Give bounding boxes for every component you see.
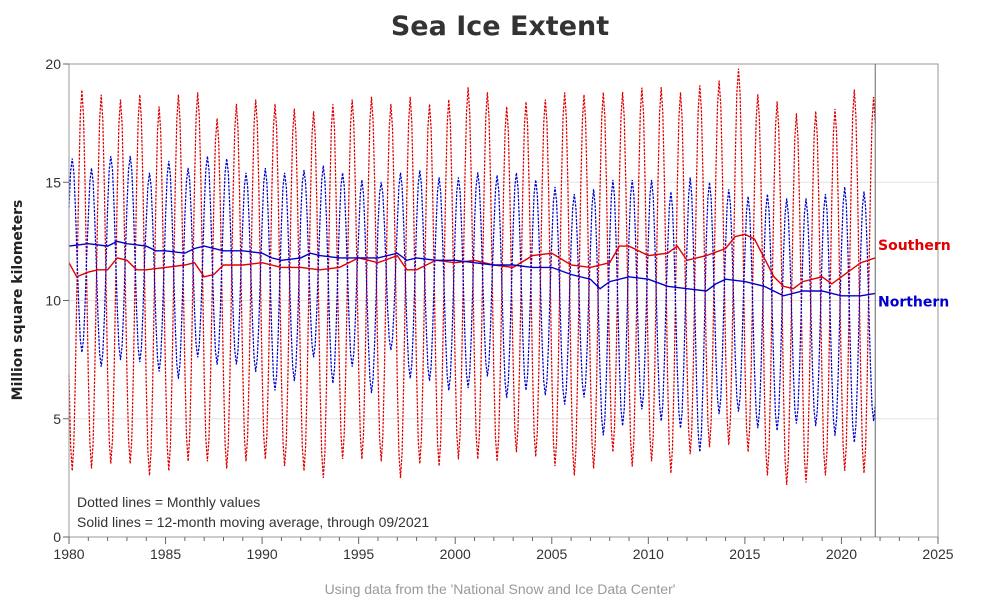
y-tick-label: 15 (45, 174, 61, 190)
southern-monthly-line (68, 68, 876, 486)
source-note: Using data from the 'National Snow and I… (325, 581, 676, 597)
x-tick-label: 2025 (922, 546, 953, 562)
southern-series-label: Southern (878, 238, 951, 254)
x-tick-label: 2010 (633, 546, 664, 562)
series-layer (68, 68, 876, 486)
y-axis-title: Million square kilometers (10, 200, 26, 401)
x-tick-label: 1990 (247, 546, 278, 562)
northern-moving-average-line (68, 240, 876, 297)
x-tick-label: 2000 (440, 546, 471, 562)
x-tick-label: 1995 (343, 546, 374, 562)
note-moving-average: Solid lines = 12-month moving average, t… (77, 514, 429, 530)
note-monthly: Dotted lines = Monthly values (77, 494, 260, 510)
x-tick-label: 2005 (536, 546, 567, 562)
x-tick-label: 1985 (150, 546, 181, 562)
series-labels: Southern Northern (878, 238, 951, 310)
y-tick-label: 10 (45, 293, 61, 309)
x-tick-label: 1980 (53, 546, 84, 562)
y-tick-label: 20 (45, 56, 61, 72)
axis-ticks: 0 5 10 15 20 1980 1985 1990 1995 2000 2005 2010 2015… (45, 56, 953, 562)
y-tick-label: 5 (53, 411, 61, 427)
x-tick-label: 2020 (826, 546, 857, 562)
southern-moving-average-line (68, 233, 876, 290)
x-tick-label: 2015 (729, 546, 760, 562)
northern-series-label: Northern (878, 294, 949, 310)
y-tick-label: 0 (53, 529, 61, 545)
northern-monthly-line (68, 156, 876, 452)
chart-title: Sea Ice Extent (391, 11, 609, 42)
